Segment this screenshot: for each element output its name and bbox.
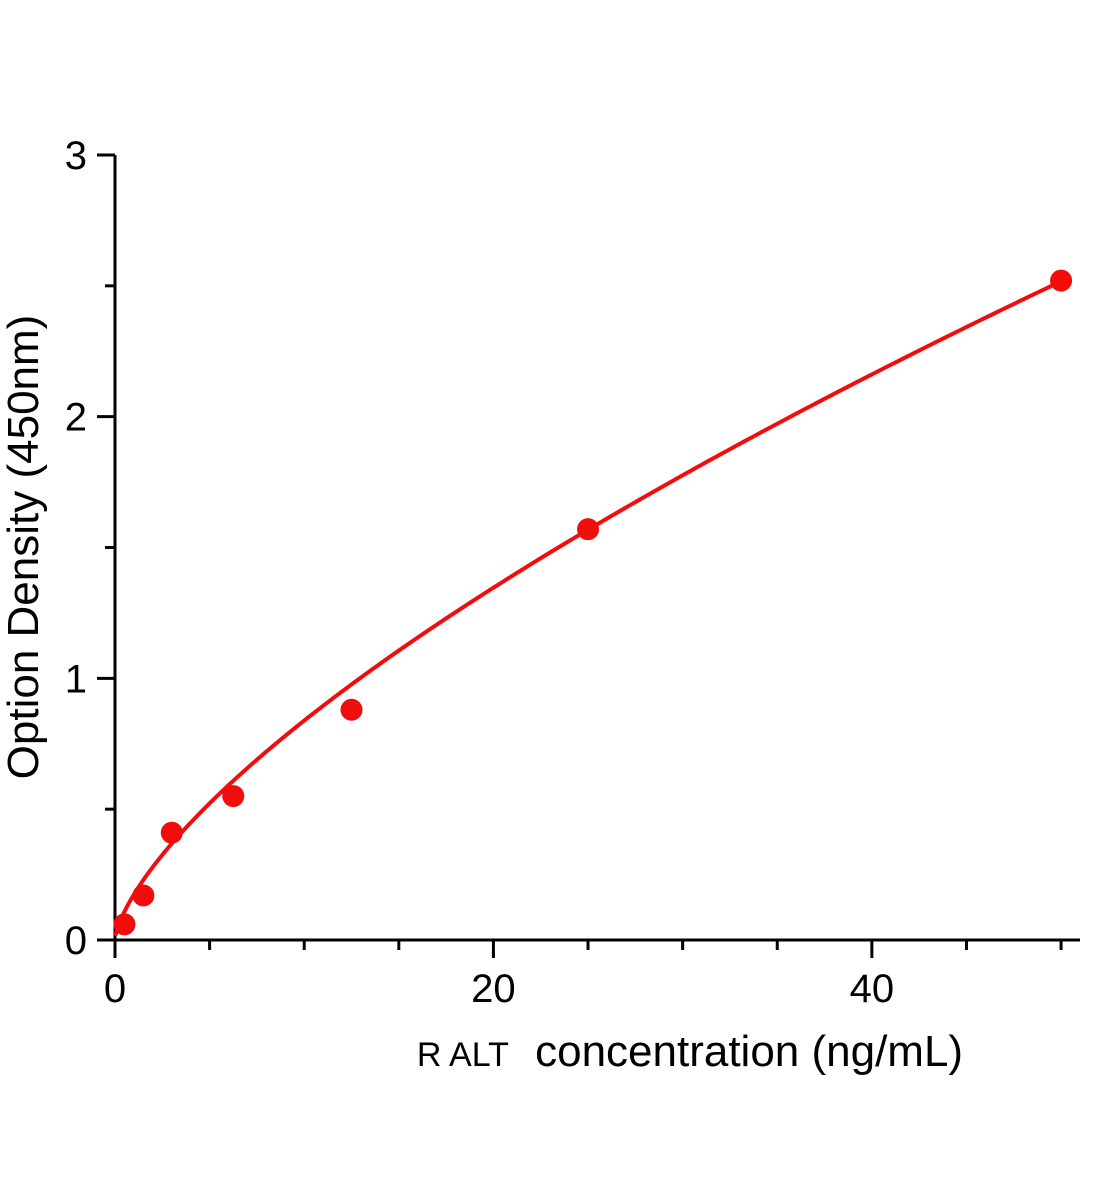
plot-area: 0 20 40 0 1 2 3 [65, 134, 1080, 1011]
axes [113, 155, 1080, 942]
data-point [1050, 269, 1073, 292]
y-tick-label: 0 [65, 919, 87, 963]
data-point [113, 913, 136, 936]
x-tick-label: 0 [104, 967, 126, 1011]
y-axis-label: Option Density (450nm) [0, 315, 48, 780]
fitted-curve [113, 279, 1064, 937]
y-tick-label: 3 [65, 134, 87, 178]
data-point [132, 884, 155, 907]
x-tick-label: 20 [471, 967, 516, 1011]
data-point [340, 698, 363, 721]
data-point [160, 821, 183, 844]
data-point [222, 785, 245, 808]
x-tick-label: 40 [850, 967, 895, 1011]
x-axis-label-main: concentration (ng/mL) [535, 1027, 963, 1076]
y-tick-label: 1 [65, 657, 87, 701]
data-point [577, 518, 600, 541]
y-tick-label: 2 [65, 396, 87, 440]
x-axis-label: R ALT concentration (ng/mL) [417, 1027, 963, 1076]
x-axis-label-prefix: R ALT [417, 1036, 509, 1074]
